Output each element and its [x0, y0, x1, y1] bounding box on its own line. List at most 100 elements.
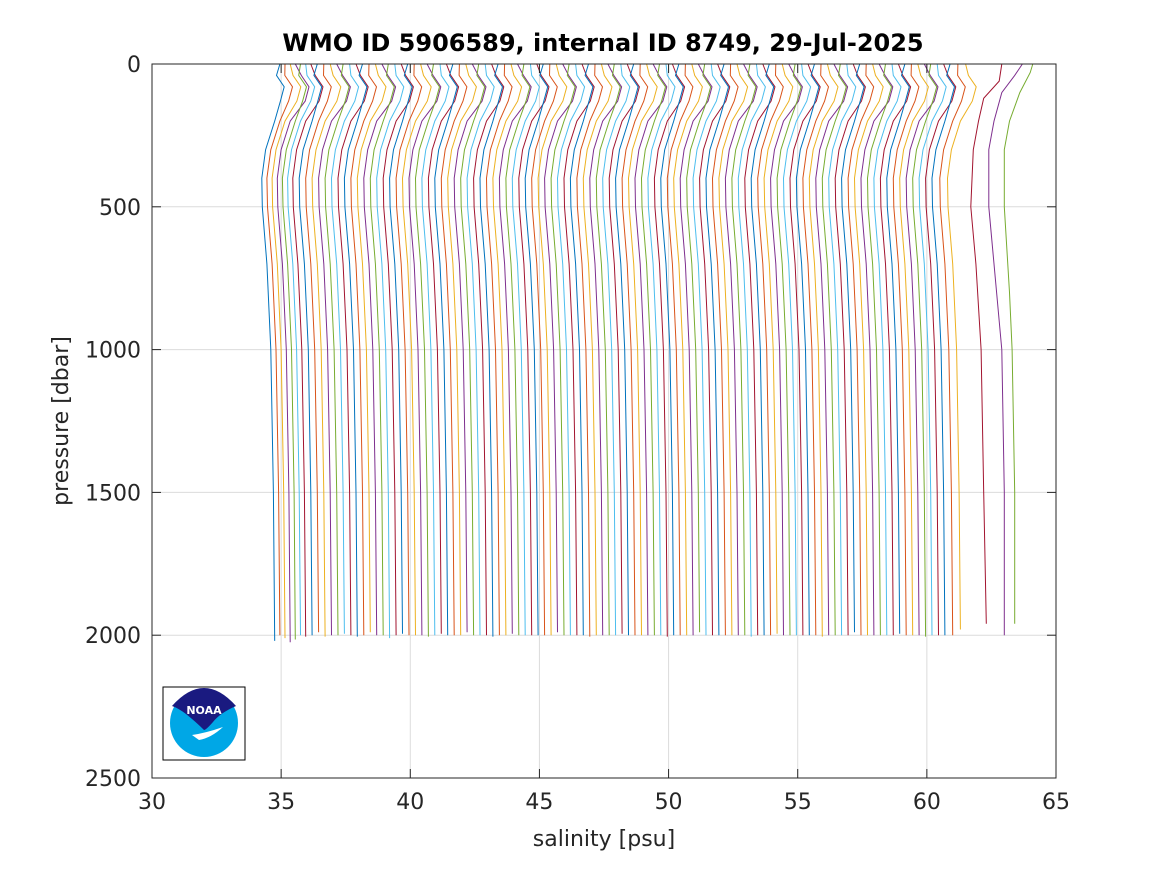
- salinity-profile: [763, 63, 794, 634]
- noaa-logo: NOAA: [162, 686, 246, 761]
- salinity-profile: [925, 63, 957, 636]
- salinity-profile: [292, 63, 324, 637]
- salinity-profile: [808, 63, 839, 637]
- salinity-profile: [711, 63, 739, 636]
- salinity-profile: [434, 63, 458, 636]
- salinity-profile: [1003, 63, 1034, 624]
- x-tick-label: 35: [267, 790, 295, 815]
- salinity-profile: [666, 63, 694, 636]
- salinity-profile: [298, 63, 323, 636]
- salinity-profile: [892, 63, 920, 636]
- salinity-profile: [912, 63, 938, 637]
- salinity-profile: [750, 63, 775, 636]
- salinity-profile: [602, 63, 631, 636]
- salinity-profile: [376, 63, 405, 639]
- salinity-profile: [350, 63, 378, 636]
- salinity-profile: [905, 63, 939, 636]
- salinity-profile: [647, 63, 676, 636]
- salinity-profile: [261, 63, 285, 641]
- salinity-profile: [918, 63, 947, 636]
- salinity-profile: [589, 63, 623, 636]
- y-tick-label: 2500: [85, 767, 141, 792]
- salinity-profile: [266, 63, 294, 636]
- salinity-profile: [401, 63, 432, 636]
- salinity-profile: [970, 63, 1003, 624]
- salinity-profile: [524, 63, 549, 636]
- salinity-profile: [531, 63, 558, 636]
- salinity-profile: [447, 63, 477, 636]
- y-tick-label: 1500: [85, 481, 141, 506]
- salinity-profile: [866, 63, 893, 636]
- salinity-profile: [608, 63, 640, 634]
- y-tick-label: 0: [127, 53, 141, 78]
- salinity-profile: [550, 63, 576, 636]
- salinity-profile: [356, 63, 387, 633]
- salinity-profile: [899, 63, 929, 636]
- salinity-profile: [815, 63, 849, 636]
- salinity-profile: [414, 63, 441, 637]
- x-tick-label: 45: [525, 790, 553, 815]
- salinity-profile: [770, 63, 803, 636]
- salinity-profile: [621, 63, 649, 636]
- salinity-profile: [939, 63, 966, 636]
- x-axis: 30 35 40 45 50 55 60 65: [138, 64, 1070, 815]
- salinity-profile: [324, 63, 350, 636]
- salinity-profile: [479, 63, 504, 637]
- salinity-profile: [795, 63, 820, 636]
- x-tick-label: 50: [655, 790, 683, 815]
- salinity-profile: [757, 63, 784, 636]
- salinity-profile: [946, 63, 977, 630]
- salinity-profile: [847, 63, 875, 636]
- salinity-profile: [879, 63, 912, 636]
- salinity-profile: [686, 63, 712, 633]
- salinity-profile: [931, 63, 956, 636]
- y-axis: 0 500 1000 1500 2000 2500: [85, 53, 1056, 792]
- salinity-profile: [576, 63, 604, 637]
- salinity-profile: [737, 63, 766, 637]
- salinity-profile: [776, 63, 802, 636]
- salinity-profile: [492, 63, 523, 636]
- salinity-profile: [427, 63, 460, 634]
- salinity-profile: [699, 63, 731, 636]
- salinity-profile: [834, 63, 866, 636]
- salinity-profile: [485, 63, 513, 636]
- salinity-profile: [453, 63, 487, 633]
- y-tick-label: 1000: [85, 339, 141, 364]
- salinity-profile: [408, 63, 442, 636]
- salinity-profile: [363, 63, 397, 636]
- salinity-profile: [318, 63, 351, 636]
- salinity-profile: [389, 63, 413, 634]
- salinity-profile: [271, 63, 302, 639]
- salinity-profile: [886, 63, 910, 634]
- salinity-profile: [395, 63, 423, 636]
- salinity-profile: [311, 63, 342, 637]
- salinity-profile: [582, 63, 613, 636]
- salinity-profile: [782, 63, 812, 636]
- salinity-profile: [860, 63, 894, 636]
- salinity-profile: [473, 63, 505, 636]
- plot-area-frame: [151, 63, 1057, 779]
- salinity-profile: [343, 63, 368, 637]
- salinity-profile: [511, 63, 540, 636]
- salinity-profile: [679, 63, 713, 636]
- salinity-profile: [440, 63, 468, 636]
- salinity-profile: [660, 63, 684, 636]
- x-tick-label: 55: [784, 790, 812, 815]
- salinity-profile: [337, 63, 369, 636]
- salinity-profile: [305, 63, 332, 633]
- salinity-profile: [705, 63, 730, 636]
- salinity-profile: [653, 63, 686, 637]
- salinity-profile: [556, 63, 586, 636]
- salinity-profile: [537, 63, 568, 636]
- chart-title: WMO ID 5906589, internal ID 8749, 29-Jul…: [282, 29, 923, 57]
- salinity-profile: [382, 63, 414, 636]
- salinity-profile: [634, 63, 668, 636]
- y-tick-label: 500: [99, 196, 141, 221]
- salinity-profile: [330, 63, 360, 634]
- salinity-profile: [673, 63, 703, 636]
- salinity-profile: [518, 63, 550, 636]
- x-tick-label: 40: [396, 790, 424, 815]
- salinity-profile: [498, 63, 532, 634]
- salinity-profile: [544, 63, 577, 633]
